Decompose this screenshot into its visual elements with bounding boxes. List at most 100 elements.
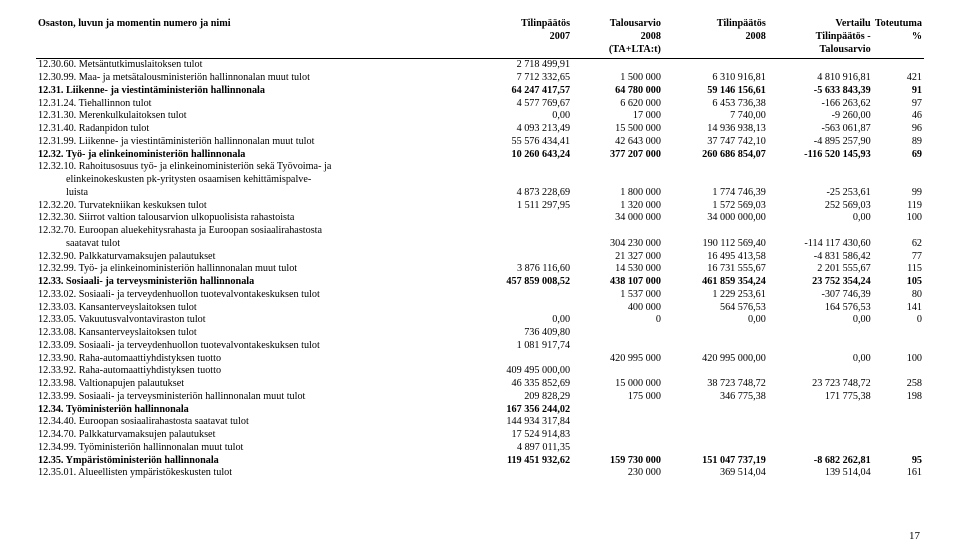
row-label: 12.31.99. Liikenne- ja viestintäminister… — [36, 136, 467, 149]
header-cell: (TA+LTA:t) — [572, 44, 663, 57]
cell: 1 500 000 — [572, 72, 663, 85]
cell — [572, 327, 663, 340]
cell: -563 061,87 — [768, 123, 873, 136]
cell — [572, 59, 663, 72]
row-label: 12.30.99. Maa- ja metsätalousministeriön… — [36, 72, 467, 85]
cell: 4 810 916,81 — [768, 72, 873, 85]
table-row: 12.32.90. Palkkaturvamaksujen palautukse… — [36, 251, 924, 264]
cell: -5 633 843,39 — [768, 85, 873, 98]
row-label: 12.31.24. Tiehallinnon tulot — [36, 98, 467, 111]
cell: 461 859 354,24 — [663, 276, 768, 289]
cell: 23 723 748,72 — [768, 378, 873, 391]
cell: 46 — [873, 110, 924, 123]
row-label: 12.32.70. Euroopan aluekehitysrahasta ja… — [36, 225, 467, 238]
cell — [572, 429, 663, 442]
cell: 100 — [873, 212, 924, 225]
cell: 420 995 000 — [572, 353, 663, 366]
cell — [663, 429, 768, 442]
cell: 0,00 — [663, 314, 768, 327]
table-row: saatavat tulot304 230 000190 112 569,40-… — [36, 238, 924, 251]
cell: 230 000 — [572, 467, 663, 480]
cell: 151 047 737,19 — [663, 455, 768, 468]
header-row: (TA+LTA:t)Talousarvio — [36, 44, 924, 57]
cell — [873, 225, 924, 238]
cell: 10 260 643,24 — [467, 149, 572, 162]
cell: 1 320 000 — [572, 200, 663, 213]
cell — [572, 225, 663, 238]
cell: -307 746,39 — [768, 289, 873, 302]
cell: 99 — [873, 187, 924, 200]
cell: 164 576,53 — [768, 302, 873, 315]
cell: 0,00 — [467, 110, 572, 123]
cell: 144 934 317,84 — [467, 416, 572, 429]
cell — [663, 161, 768, 174]
cell: 80 — [873, 289, 924, 302]
table-row: 12.32. Työ- ja elinkeinoministeriön hall… — [36, 149, 924, 162]
cell: 42 643 000 — [572, 136, 663, 149]
cell — [467, 161, 572, 174]
row-label: 12.31.40. Radanpidon tulot — [36, 123, 467, 136]
cell: 38 723 748,72 — [663, 378, 768, 391]
cell: 64 247 417,57 — [467, 85, 572, 98]
table-row: 12.30.99. Maa- ja metsätalousministeriön… — [36, 72, 924, 85]
row-label: 12.35.01. Alueellisten ympäristökeskuste… — [36, 467, 467, 480]
cell — [572, 416, 663, 429]
row-label: 12.31.30. Merenkulkulaitoksen tulot — [36, 110, 467, 123]
cell: 4 577 769,67 — [467, 98, 572, 111]
cell — [873, 327, 924, 340]
cell: 2 201 555,67 — [768, 263, 873, 276]
table-row: luista4 873 228,691 800 0001 774 746,39-… — [36, 187, 924, 200]
cell: 400 000 — [572, 302, 663, 315]
cell: 421 — [873, 72, 924, 85]
table-row: 12.33.90. Raha-automaattiyhdistyksen tuo… — [36, 353, 924, 366]
table-row: elinkeinokeskusten pk-yritysten osaamise… — [36, 174, 924, 187]
header-cell: 2008 — [572, 31, 663, 44]
cell: 258 — [873, 378, 924, 391]
cell: 46 335 852,69 — [467, 378, 572, 391]
cell — [572, 365, 663, 378]
cell — [768, 404, 873, 417]
row-label: elinkeinokeskusten pk-yritysten osaamise… — [36, 174, 467, 187]
cell — [467, 289, 572, 302]
cell — [572, 442, 663, 455]
cell — [663, 416, 768, 429]
cell — [663, 442, 768, 455]
row-label: 12.33.90. Raha-automaattiyhdistyksen tuo… — [36, 353, 467, 366]
cell: 4 093 213,49 — [467, 123, 572, 136]
cell — [663, 174, 768, 187]
table-row: 12.33.08. Kansanterveyslaitoksen tulot73… — [36, 327, 924, 340]
table-row: 12.31.24. Tiehallinnon tulot4 577 769,67… — [36, 98, 924, 111]
cell: 14 530 000 — [572, 263, 663, 276]
table-row: 12.32.70. Euroopan aluekehitysrahasta ja… — [36, 225, 924, 238]
cell: 159 730 000 — [572, 455, 663, 468]
cell: -8 682 262,81 — [768, 455, 873, 468]
cell — [873, 59, 924, 72]
header-left: Osaston, luvun ja momentin numero ja nim… — [36, 18, 467, 31]
cell: -9 260,00 — [768, 110, 873, 123]
cell: 161 — [873, 467, 924, 480]
cell: 17 524 914,83 — [467, 429, 572, 442]
page-number: 17 — [909, 530, 920, 542]
header-cell: 2007 — [467, 31, 572, 44]
row-label: 12.33. Sosiaali- ja terveysministeriön h… — [36, 276, 467, 289]
cell: 34 000 000 — [572, 212, 663, 225]
cell: 1 081 917,74 — [467, 340, 572, 353]
cell: 34 000 000,00 — [663, 212, 768, 225]
row-label: 12.33.03. Kansanterveyslaitoksen tulot — [36, 302, 467, 315]
cell: 100 — [873, 353, 924, 366]
cell: 77 — [873, 251, 924, 264]
cell: 346 775,38 — [663, 391, 768, 404]
cell — [768, 225, 873, 238]
table-row: 12.33.03. Kansanterveyslaitoksen tulot 40… — [36, 302, 924, 315]
row-label: 12.35. Ympäristöministeriön hallinnonala — [36, 455, 467, 468]
cell: 59 146 156,61 — [663, 85, 768, 98]
cell: 736 409,80 — [467, 327, 572, 340]
cell — [467, 225, 572, 238]
cell: 175 000 — [572, 391, 663, 404]
cell: 420 995 000,00 — [663, 353, 768, 366]
table-row: 12.35. Ympäristöministeriön hallinnonala… — [36, 455, 924, 468]
cell: 0 — [572, 314, 663, 327]
row-label: luista — [36, 187, 467, 200]
cell: 16 731 555,67 — [663, 263, 768, 276]
cell: 260 686 854,07 — [663, 149, 768, 162]
